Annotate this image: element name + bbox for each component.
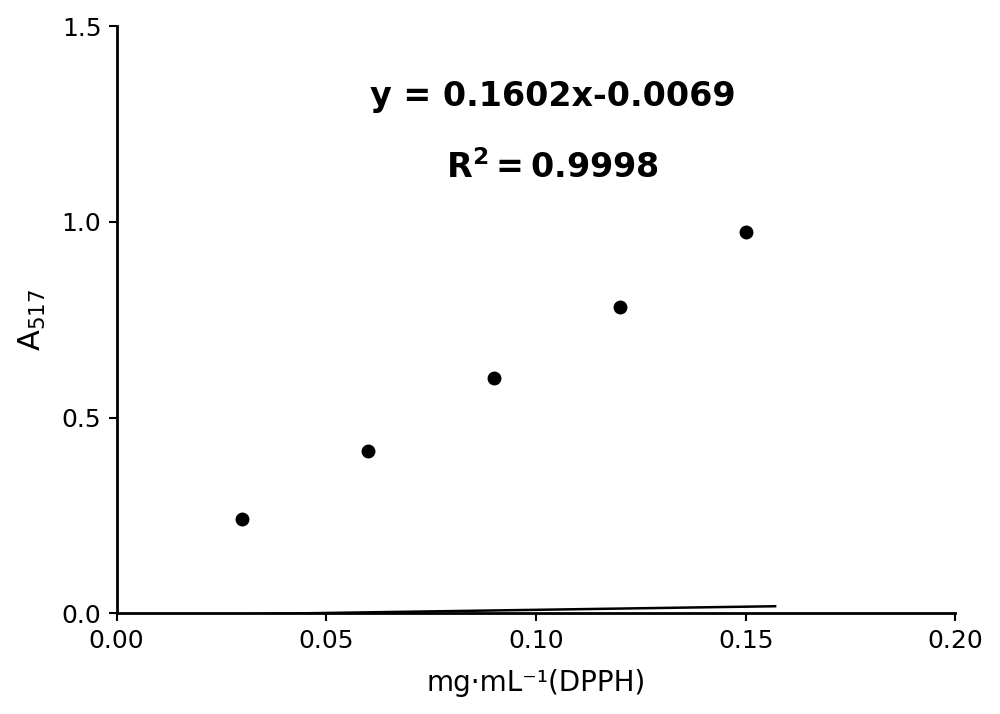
Text: $\bf{R^2}$$\bf{=0.9998}$: $\bf{R^2}$$\bf{=0.9998}$ (446, 150, 659, 184)
Point (486, 373, 502, 384)
Point (360, 446, 376, 457)
Point (738, 226, 754, 238)
X-axis label: mg·mL⁻¹(DPPH): mg·mL⁻¹(DPPH) (426, 669, 646, 698)
Text: y = 0.1602x-0.0069: y = 0.1602x-0.0069 (370, 80, 736, 113)
Y-axis label: $\mathregular{A_{517}}$: $\mathregular{A_{517}}$ (17, 288, 48, 351)
Point (234, 513, 250, 525)
Point (612, 302, 628, 313)
